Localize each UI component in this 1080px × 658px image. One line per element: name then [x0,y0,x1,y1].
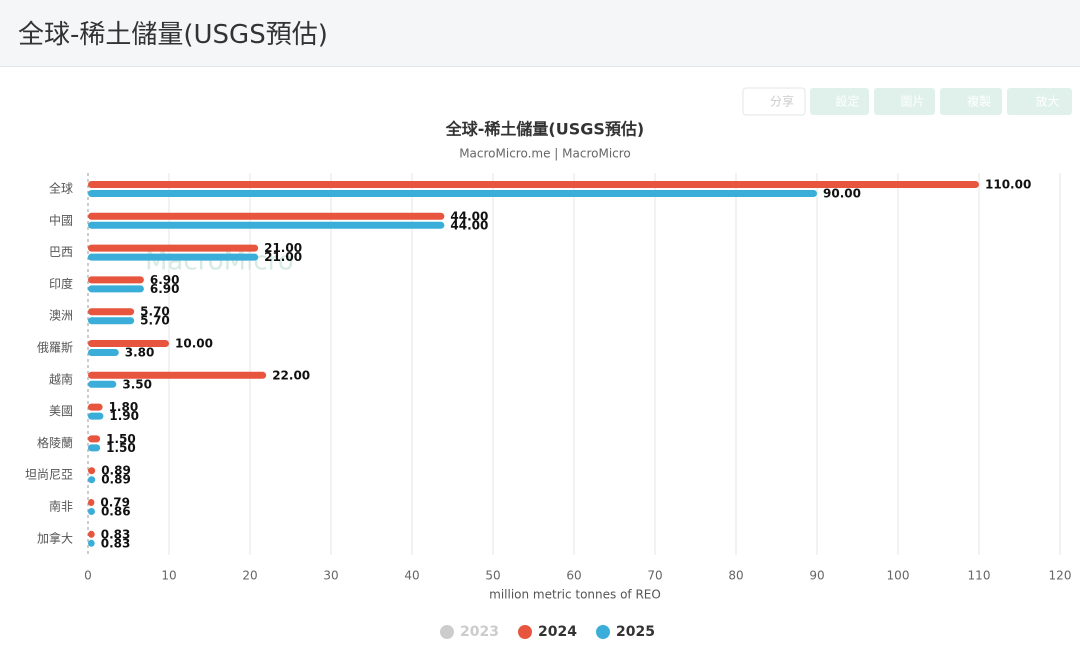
x-tick-label: 110 [968,569,991,583]
data-label: 0.89 [101,473,131,487]
x-tick-label: 90 [809,569,824,583]
chart-subtitle: MacroMicro.me | MacroMicro [459,147,631,161]
legend-label[interactable]: 2023 [460,624,499,640]
y-tick-label: 美國 [49,404,73,418]
toolbar-label: 設定 [835,94,859,109]
data-label: 21.00 [264,250,302,264]
data-label: 0.83 [101,536,131,550]
bar [88,285,144,293]
x-tick-label: 60 [566,569,581,583]
header: 全球-稀土儲量(USGS預估) [0,0,1080,67]
x-tick-label: 120 [1049,569,1072,583]
toolbar-label: 圖片 [900,95,924,109]
toolbar-label: 放大 [1035,94,1059,109]
toolbar-label: 分享 [770,94,794,109]
bar [88,371,267,379]
x-tick-label: 10 [161,569,176,583]
bar [88,530,95,538]
data-label: 5.70 [140,314,170,328]
data-label: 21.00 [264,241,302,255]
data-label: 10.00 [175,337,213,351]
x-tick-label: 70 [647,569,662,583]
toolbar-button[interactable] [810,88,869,115]
toolbar-button[interactable] [742,87,806,116]
data-label: 44.00 [450,209,488,223]
bar [88,539,95,547]
data-label: 22.00 [272,368,310,382]
bar [88,190,817,197]
x-tick-label: 50 [485,569,500,583]
legend-marker[interactable] [518,625,532,639]
y-tick-label: 越南 [49,371,73,386]
bar [88,380,117,388]
bar [88,212,445,220]
chart-title: 全球-稀土儲量(USGS預估) [445,120,644,139]
data-label: 44.00 [450,218,488,232]
toolbar-button[interactable] [940,88,1002,115]
data-label: 0.79 [100,496,130,510]
bar [88,403,103,411]
data-label: 1.90 [109,409,139,423]
bar [88,340,169,347]
data-label: 0.89 [101,464,131,478]
y-tick-label: 澳洲 [49,309,73,323]
x-tick-label: 0 [84,569,92,583]
data-label: 0.83 [101,527,131,541]
toolbar-label: 複製 [967,94,991,109]
legend-marker[interactable] [440,625,454,639]
y-tick-label: 俄羅斯 [37,341,73,355]
data-label: 3.80 [125,346,155,360]
data-label: 90.00 [823,187,861,201]
legend-label[interactable]: 2024 [538,624,577,640]
y-tick-label: 全球 [49,181,73,196]
bar [88,444,101,452]
y-tick-label: 坦尚尼亞 [25,468,73,482]
bar [88,435,101,443]
x-tick-label: 80 [728,569,743,583]
bar [88,476,96,484]
bar [88,276,144,284]
data-label: 1.50 [106,441,136,455]
bar [88,349,119,356]
bar [88,253,259,261]
data-label: 6.90 [150,282,180,296]
y-tick-label: 南非 [49,499,73,514]
x-tick-label: 30 [323,569,338,583]
bar [88,221,445,229]
x-axis-label: million metric tonnes of REO [489,588,661,602]
y-tick-label: 巴西 [49,245,73,259]
x-tick-label: 40 [404,569,419,583]
data-label: 3.50 [122,377,152,391]
data-label: 0.86 [101,505,131,519]
toolbar-button[interactable] [1007,88,1072,115]
y-tick-label: 中國 [49,212,73,227]
legend-label[interactable]: 2025 [616,624,655,640]
data-label: 5.70 [140,305,170,319]
bar [88,412,104,420]
bar [88,317,135,325]
bar [88,467,96,475]
x-tick-label: 100 [887,569,910,583]
page-title: 全球-稀土儲量(USGS預估) [18,20,328,50]
bar [88,181,979,188]
legend-marker[interactable] [596,625,610,639]
bar [88,508,95,515]
bar [88,244,259,252]
y-tick-label: 印度 [49,276,73,291]
bar [88,308,135,316]
data-label: 6.90 [150,273,180,287]
data-label: 1.80 [109,400,139,414]
bar [88,499,95,506]
data-label: 110.00 [985,178,1031,192]
y-tick-label: 格陵蘭 [37,435,73,450]
y-tick-label: 加拿大 [37,530,73,545]
toolbar-button[interactable] [874,88,935,115]
data-label: 1.50 [106,432,136,446]
x-tick-label: 20 [242,569,257,583]
